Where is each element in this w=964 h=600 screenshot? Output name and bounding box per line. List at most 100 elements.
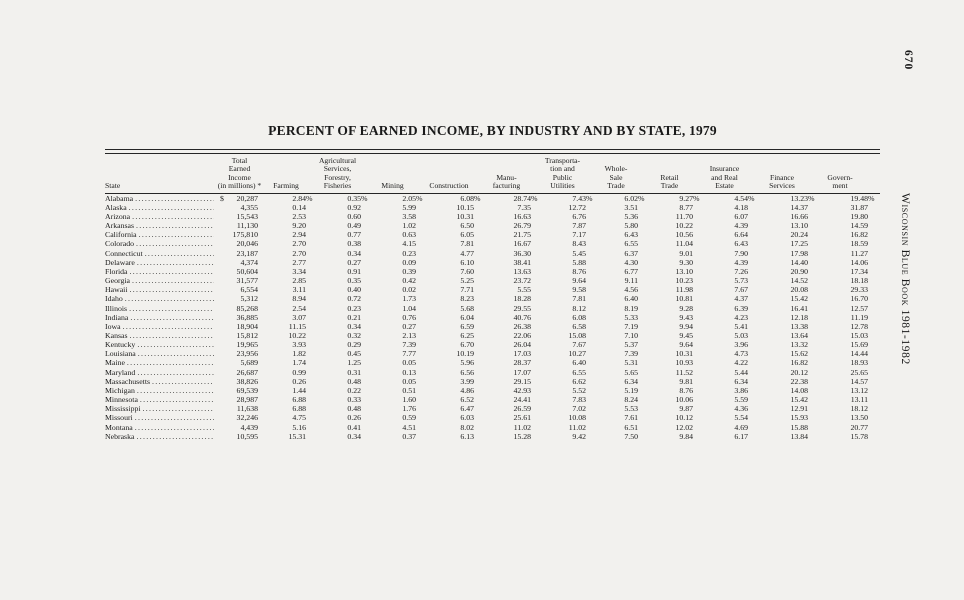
finance-services-cell: 13.84 <box>790 431 808 441</box>
insurance-real-estate-cell: 4.22 <box>734 358 748 368</box>
transportation-public-utilities-cell: 9.42 <box>572 431 586 441</box>
state-name: Alaska <box>105 202 127 212</box>
income-cell: 10,595 <box>236 431 258 441</box>
income-cell: 23,187 <box>236 248 258 258</box>
dollar-sign: $ <box>220 193 224 203</box>
leader-dots <box>135 413 214 422</box>
mining-cell: 5.99 <box>402 202 416 212</box>
retail-trade-cell: 10.22 <box>675 221 693 231</box>
construction-cell: 3.99 <box>460 376 474 386</box>
leader-dots <box>135 423 214 432</box>
income-cell: 23,956 <box>236 349 258 359</box>
agricultural-services-forestry-fisheries-cell: 0.32 <box>347 330 361 340</box>
transportation-public-utilities-cell: 6.40 <box>572 358 586 368</box>
transportation-public-utilities-cell: 15.08 <box>568 330 586 340</box>
income-cell: 50,604 <box>236 266 258 276</box>
construction-cell: 10.31 <box>456 211 474 221</box>
agricultural-services-forestry-fisheries-cell: 0.27 <box>347 257 361 267</box>
construction-cell: 4.86 <box>460 385 474 395</box>
government-cell: 29.33 <box>850 285 868 295</box>
government-cell: 18.93 <box>850 358 868 368</box>
agricultural-services-forestry-fisheries-cell: 0.23 <box>347 303 361 313</box>
state-name-cell: Georgia <box>105 276 217 285</box>
farming-cell: 4.75 <box>292 413 306 423</box>
wholesale-trade-cell: 7.50 <box>624 431 638 441</box>
wholesale-trade-cell: 5.19 <box>624 385 638 395</box>
state-name-cell: Connecticut <box>105 249 217 258</box>
farming-cell: 3.11 <box>292 285 306 295</box>
transportation-public-utilities-cell: 10.27 <box>568 349 586 359</box>
finance-services-cell: 22.38 <box>790 376 808 386</box>
retail-trade-cell: 9.84 <box>679 431 693 441</box>
state-name-cell: Idaho <box>105 294 217 303</box>
transportation-public-utilities-cell: 7.43% <box>572 193 593 203</box>
leader-dots <box>137 340 214 349</box>
manufacturing-cell: 5.55 <box>517 285 531 295</box>
manufacturing-cell: 29.55 <box>513 303 531 313</box>
finance-services-cell: 16.66 <box>790 211 808 221</box>
insurance-real-estate-cell: 6.17 <box>734 431 748 441</box>
retail-trade-cell: 9.27% <box>679 193 700 203</box>
table-row: Connecticut 23,187 2.70 0.34 0.23 4.77 36.30 5.… <box>105 249 880 258</box>
wholesale-trade-cell: 4.56 <box>624 285 638 295</box>
farming-cell: 6.88 <box>292 395 306 405</box>
government-cell: 19.80 <box>850 211 868 221</box>
wholesale-trade-cell: 6.37 <box>624 248 638 258</box>
insurance-real-estate-cell: 6.64 <box>734 230 748 240</box>
leader-dots <box>137 258 214 267</box>
manufacturing-cell: 40.76 <box>513 312 531 322</box>
mining-cell: 0.13 <box>402 367 416 377</box>
transportation-public-utilities-cell: 5.88 <box>572 257 586 267</box>
wholesale-trade-cell: 7.10 <box>624 330 638 340</box>
retail-trade-cell: 11.04 <box>675 239 693 249</box>
book-title: Wisconsin Blue Book 1981-1982 <box>899 193 911 365</box>
leader-dots <box>135 194 214 203</box>
manufacturing-cell: 22.06 <box>513 330 531 340</box>
insurance-real-estate-cell: 4.36 <box>734 404 748 414</box>
leader-dots <box>129 304 214 313</box>
state-name: California <box>105 230 137 240</box>
manufacturing-cell: 25.61 <box>513 413 531 423</box>
table-row: Missouri 32,246 4.75 0.26 0.59 6.03 25.61 10.08… <box>105 413 880 422</box>
table-row: Michigan 69,539 1.44 0.22 0.51 4.86 42.93 5.52 5… <box>105 386 880 395</box>
leader-dots <box>125 294 214 303</box>
leader-dots <box>138 349 214 358</box>
table-row: Delaware 4,374 2.77 0.27 0.09 6.10 38.41 5.88 4.… <box>105 258 880 267</box>
construction-cell: 6.13 <box>460 431 474 441</box>
wholesale-trade-cell: 8.19 <box>624 303 638 313</box>
agricultural-services-forestry-fisheries-cell: 0.33 <box>347 395 361 405</box>
income-cell: 11,638 <box>236 404 258 414</box>
manufacturing-cell: 16.63 <box>513 211 531 221</box>
farming-cell: 1.82 <box>292 349 306 359</box>
state-name-cell: Mississippi <box>105 404 217 413</box>
finance-services-cell: 15.93 <box>790 413 808 423</box>
construction-cell: 6.52 <box>460 395 474 405</box>
state-name: Hawaii <box>105 285 128 295</box>
manufacturing-cell: 15.28 <box>513 431 531 441</box>
insurance-real-estate-cell: 3.96 <box>734 340 748 350</box>
insurance-real-estate-cell: 6.39 <box>734 303 748 313</box>
insurance-real-estate-cell: 6.34 <box>734 376 748 386</box>
income-cell: 85,268 <box>236 303 258 313</box>
farming-cell: 2.54 <box>292 303 306 313</box>
income-cell: 4,355 <box>240 202 258 212</box>
government-cell: 16.70 <box>850 294 868 304</box>
column-header-total-earned-income: Total Earned Income (in millions) * <box>217 156 262 194</box>
income-cell: 4,439 <box>240 422 258 432</box>
table-row: Minnesota 28,987 6.88 0.33 1.60 6.52 24.41 7.83… <box>105 395 880 404</box>
retail-trade-cell: 9.45 <box>679 330 693 340</box>
state-name: Idaho <box>105 294 123 304</box>
state-name: Missouri <box>105 413 133 423</box>
insurance-real-estate-cell: 4.18 <box>734 202 748 212</box>
earned-income-table: State Total Earned Income (in millions) *… <box>105 149 880 441</box>
table-row: Montana 4,439 5.16 0.41 4.51 8.02 11.02 11.02 6.… <box>105 423 880 432</box>
mining-cell: 0.23 <box>402 248 416 258</box>
finance-services-cell: 20.12 <box>790 367 808 377</box>
construction-cell: 10.15 <box>456 202 474 212</box>
mining-cell: 0.42 <box>402 276 416 286</box>
finance-services-cell: 20.24 <box>790 230 808 240</box>
farming-cell: 2.85 <box>292 276 306 286</box>
state-name-cell: Michigan <box>105 386 217 395</box>
income-cell: 31,577 <box>236 276 258 286</box>
finance-services-cell: 14.08 <box>790 385 808 395</box>
